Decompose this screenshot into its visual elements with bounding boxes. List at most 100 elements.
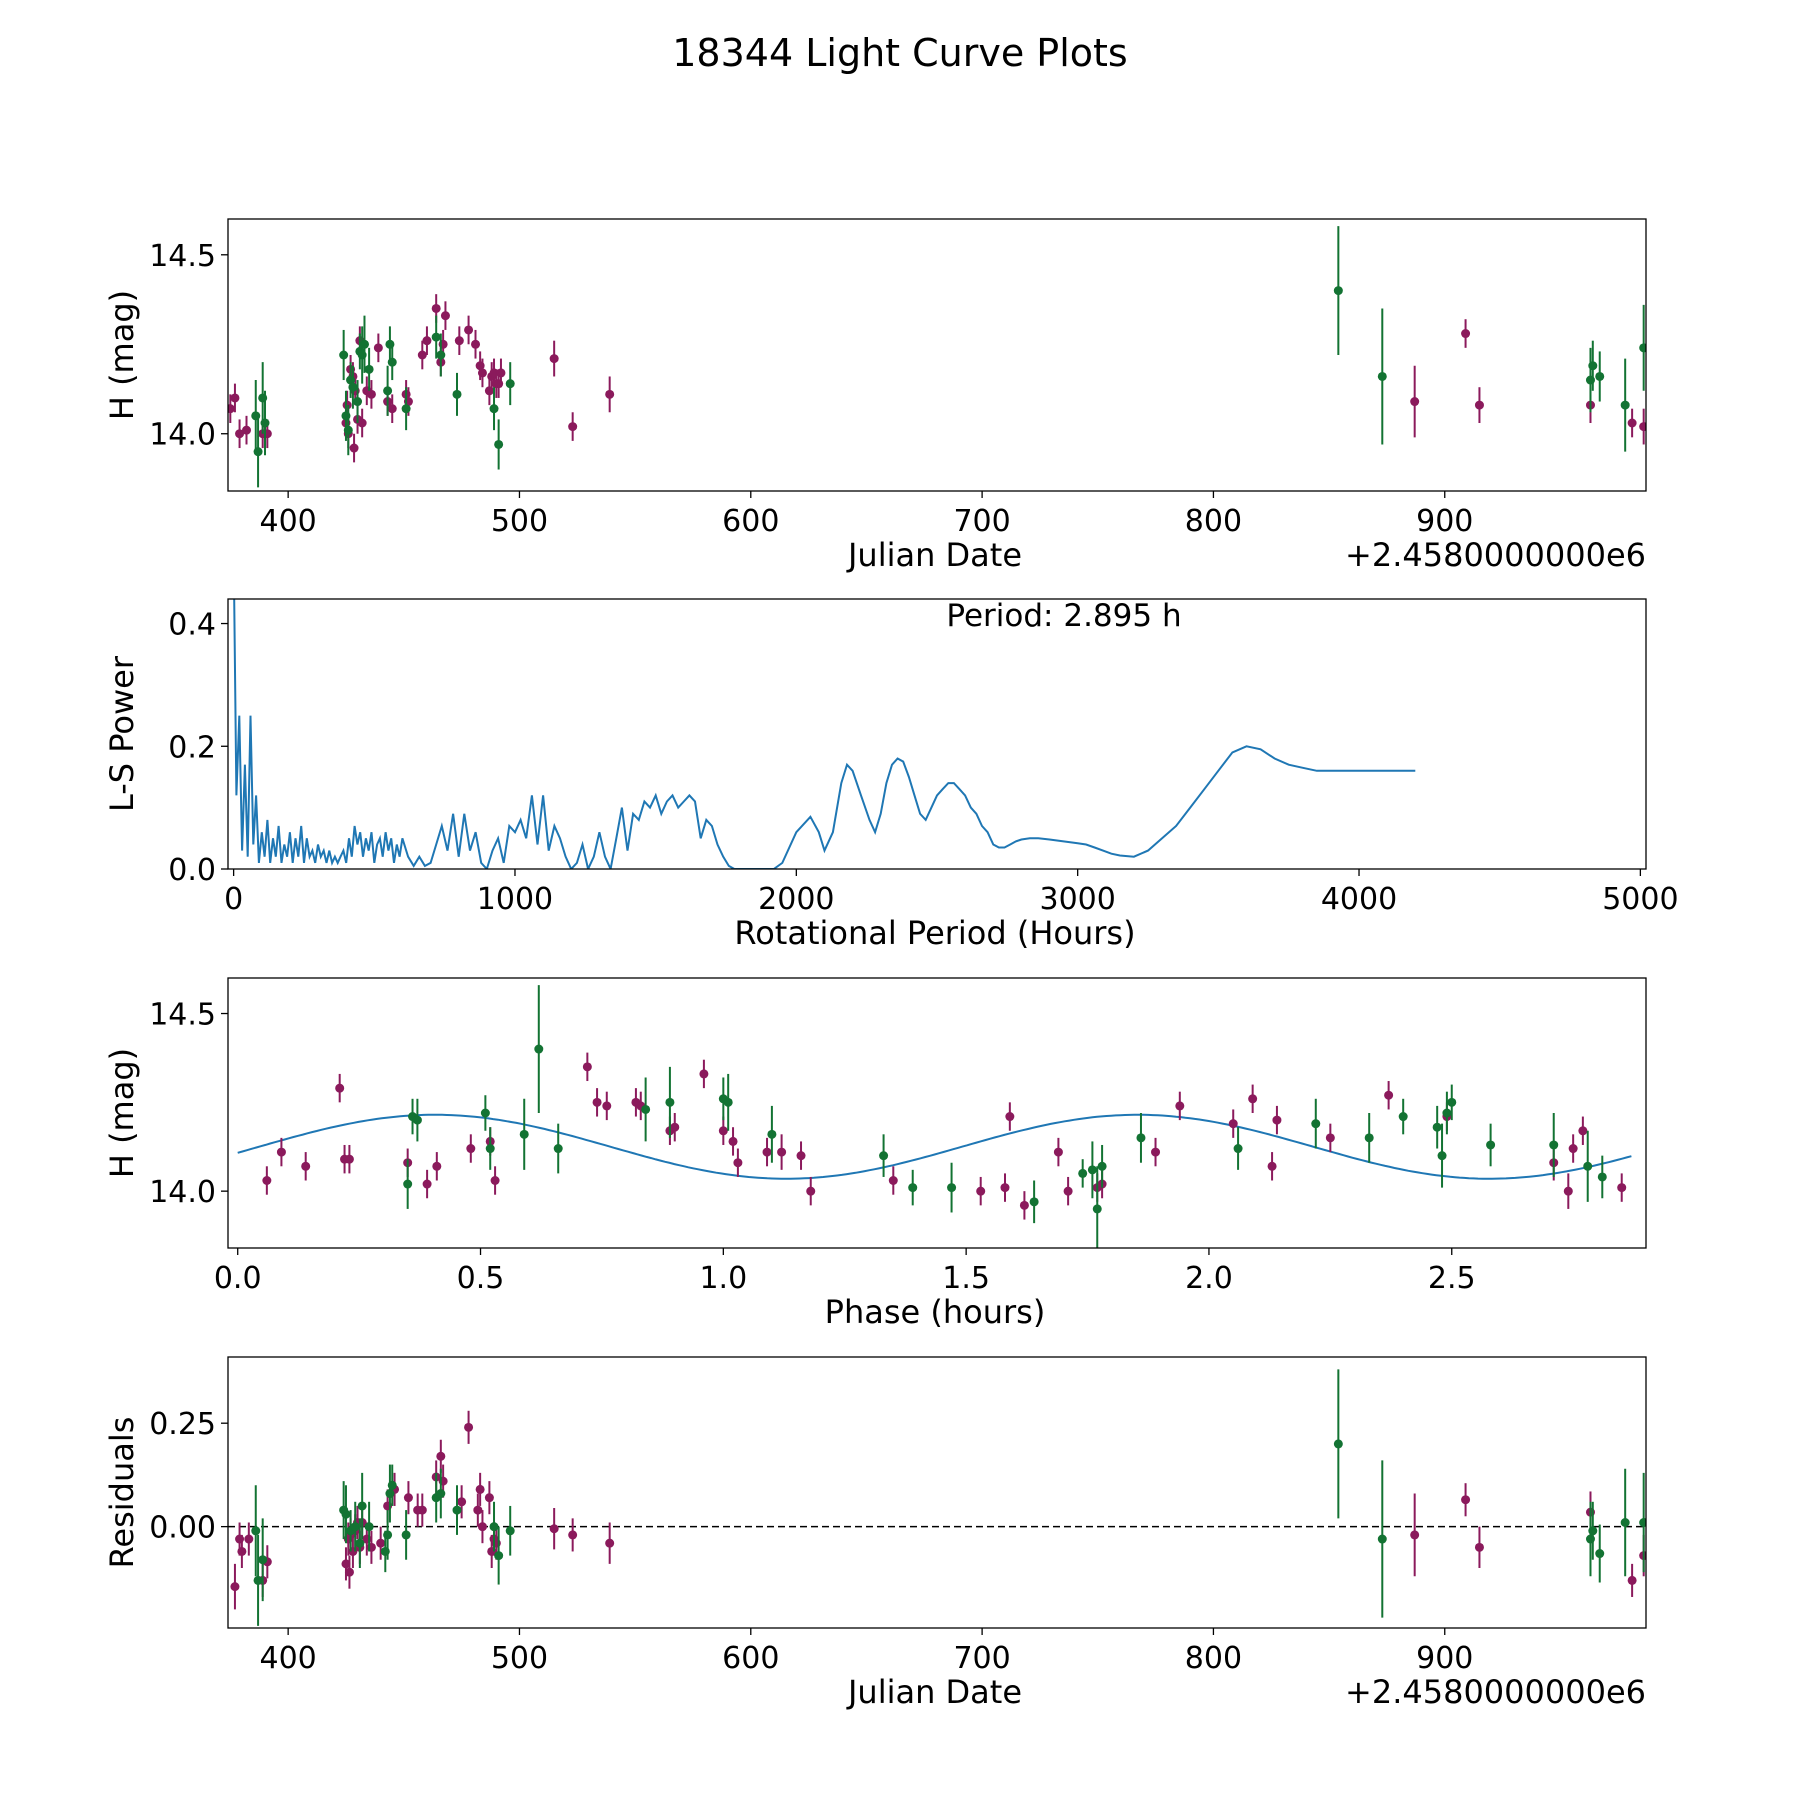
magenta-point bbox=[976, 1186, 986, 1196]
green-point bbox=[350, 1522, 360, 1532]
green-point bbox=[348, 382, 358, 392]
x-tick-label: 5000 bbox=[1602, 882, 1678, 917]
magenta-point bbox=[728, 1136, 738, 1146]
magenta-point bbox=[477, 368, 487, 378]
magenta-point bbox=[454, 336, 464, 346]
green-point bbox=[383, 1530, 393, 1540]
magenta-point bbox=[422, 336, 432, 346]
x-tick-label: 0.5 bbox=[457, 1261, 505, 1296]
magenta-point bbox=[1063, 1186, 1073, 1196]
magenta-point bbox=[1000, 1183, 1010, 1193]
green-point bbox=[1311, 1119, 1321, 1129]
phased-panel: 0.0 0.5 1.0 1.5 2.0 2.5 14.0 14.5 Phase (hours) H… bbox=[103, 977, 1647, 1331]
x-tick-label: 0 bbox=[224, 882, 243, 917]
green-point bbox=[364, 364, 374, 374]
magenta-point bbox=[1019, 1200, 1029, 1210]
magenta-point bbox=[440, 311, 450, 321]
y-tick-label: 0.25 bbox=[149, 1407, 216, 1442]
magenta-point bbox=[344, 1567, 354, 1577]
green-point bbox=[1639, 343, 1646, 353]
magenta-point bbox=[1461, 1495, 1471, 1505]
magenta-point bbox=[387, 404, 397, 414]
green-point bbox=[403, 1179, 413, 1189]
magenta-point bbox=[1005, 1112, 1015, 1122]
green-point bbox=[1029, 1197, 1039, 1207]
green-point bbox=[489, 404, 499, 414]
y-tick-label: 14.5 bbox=[149, 998, 216, 1033]
magenta-point bbox=[1228, 1119, 1238, 1129]
x-tick-label: 400 bbox=[260, 1641, 317, 1676]
periodogram-panel: 0 1000 2000 3000 4000 5000 0.0 0.2 0.4 Rotational… bbox=[103, 598, 1679, 952]
magenta-series bbox=[262, 1052, 1627, 1220]
x-tick-label: 700 bbox=[953, 504, 1010, 539]
magenta-point bbox=[718, 1126, 728, 1136]
magenta-point bbox=[484, 1493, 494, 1503]
green-point bbox=[1437, 1151, 1447, 1161]
x-tick-label: 2.5 bbox=[1428, 1261, 1476, 1296]
x-axis-label: Julian Date bbox=[846, 1673, 1022, 1711]
green-point bbox=[1432, 1122, 1442, 1132]
x-tick-label: 3000 bbox=[1039, 882, 1115, 917]
magenta-point bbox=[422, 1179, 432, 1189]
magenta-point bbox=[1410, 1530, 1420, 1540]
green-point bbox=[1639, 1517, 1646, 1527]
magenta-point bbox=[699, 1069, 709, 1079]
green-point bbox=[383, 386, 393, 396]
y-tick-label: 0.4 bbox=[168, 608, 216, 643]
y-axis-label: H (mag) bbox=[103, 1048, 141, 1178]
magenta-point bbox=[888, 1176, 898, 1185]
x-axis-label: Rotational Period (Hours) bbox=[734, 914, 1135, 952]
x-tick-label: 700 bbox=[953, 1641, 1010, 1676]
magenta-point bbox=[733, 1158, 743, 1168]
green-point bbox=[1583, 1161, 1593, 1171]
y-tick-label: 14.0 bbox=[149, 418, 216, 453]
x-tick-label: 4000 bbox=[1321, 882, 1397, 917]
magenta-point bbox=[549, 1524, 559, 1534]
y-tick-label: 0.00 bbox=[149, 1511, 216, 1546]
green-point bbox=[387, 357, 397, 367]
x-tick-label: 1000 bbox=[477, 882, 553, 917]
magenta-point bbox=[549, 354, 559, 364]
magenta-point bbox=[344, 1154, 354, 1164]
magenta-point bbox=[592, 1097, 602, 1107]
green-point bbox=[357, 1501, 367, 1511]
magenta-point bbox=[466, 1144, 476, 1154]
green-point bbox=[1398, 1112, 1408, 1122]
green-point bbox=[1087, 1165, 1097, 1175]
magenta-point bbox=[235, 429, 245, 439]
green-point bbox=[253, 447, 263, 457]
magenta-point bbox=[777, 1147, 787, 1157]
magenta-point bbox=[602, 1101, 612, 1111]
magenta-point bbox=[276, 1147, 286, 1157]
magenta-series bbox=[228, 294, 1646, 463]
magenta-point bbox=[1474, 1542, 1484, 1552]
green-point bbox=[723, 1097, 733, 1107]
green-point bbox=[452, 389, 462, 399]
magenta-point bbox=[417, 1505, 427, 1515]
magenta-point bbox=[417, 350, 427, 360]
magenta-point bbox=[1474, 400, 1484, 410]
green-point bbox=[534, 1044, 544, 1054]
x-tick-label: 900 bbox=[1416, 1641, 1473, 1676]
magenta-point bbox=[342, 400, 352, 410]
green-point bbox=[452, 1505, 462, 1515]
magenta-point bbox=[403, 1493, 413, 1503]
phased-frame bbox=[227, 977, 1647, 1249]
magenta-point bbox=[464, 325, 474, 335]
magenta-point bbox=[457, 1497, 467, 1507]
green-point bbox=[485, 1144, 495, 1154]
lightcurve-frame bbox=[227, 218, 1647, 492]
phased-plot-area bbox=[237, 985, 1632, 1248]
magenta-point bbox=[244, 1534, 254, 1544]
green-point bbox=[1597, 1172, 1607, 1182]
green-point bbox=[431, 332, 441, 342]
green-point bbox=[879, 1151, 889, 1161]
green-point bbox=[1588, 361, 1598, 371]
periodogram-frame bbox=[227, 598, 1647, 870]
green-point bbox=[341, 1509, 351, 1519]
magenta-point bbox=[582, 1062, 592, 1072]
green-point bbox=[665, 1097, 675, 1107]
x-tick-label: 600 bbox=[722, 1641, 779, 1676]
magenta-point bbox=[357, 418, 367, 428]
